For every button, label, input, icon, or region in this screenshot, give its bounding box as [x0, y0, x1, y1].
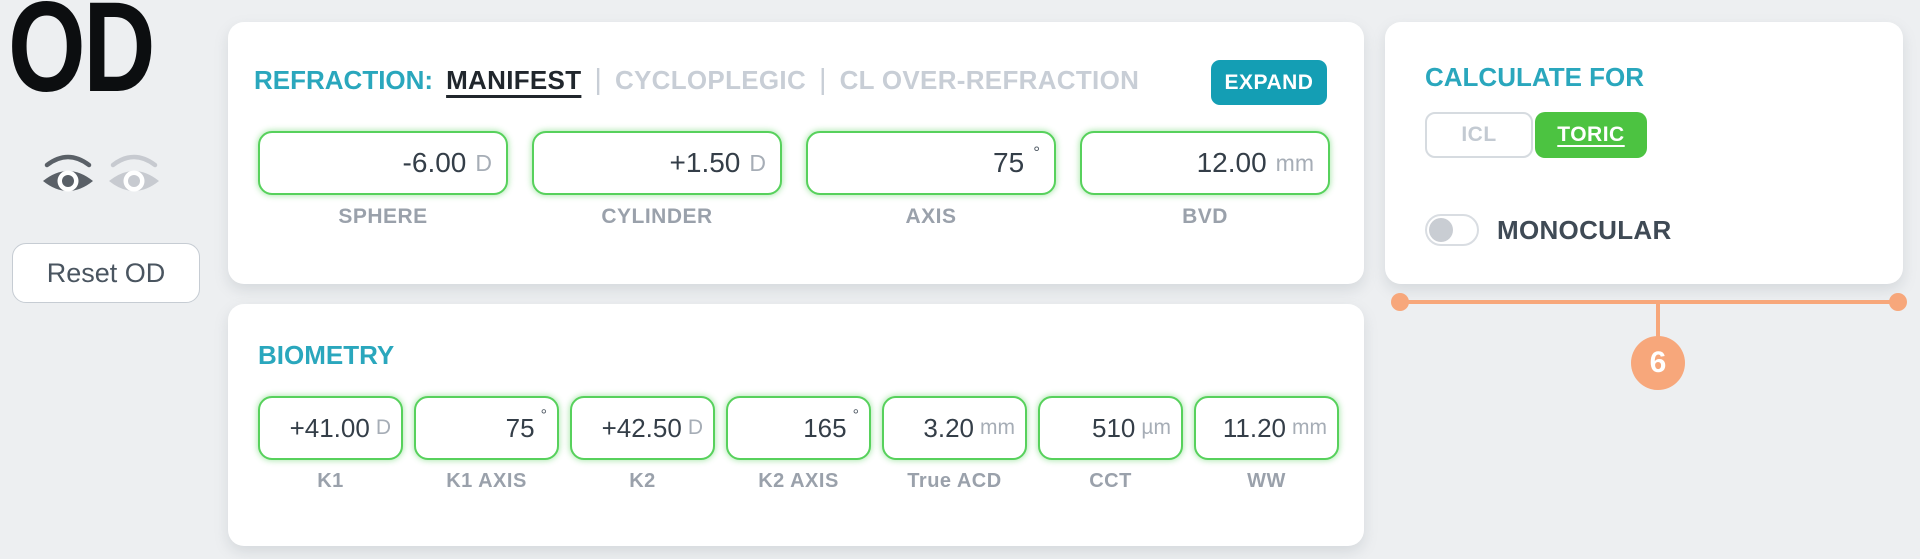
k1-input[interactable]: +41.00 D — [258, 396, 403, 460]
annotation-stem — [1656, 302, 1660, 338]
toric-option-button[interactable]: TORIC — [1535, 112, 1647, 158]
bvd-unit: mm — [1275, 149, 1314, 176]
k2-value: +42.50 — [601, 412, 682, 443]
eye-side-label: OD — [8, 0, 155, 119]
field-group-ww: 11.20 mm WW — [1194, 396, 1339, 493]
k2-label: K2 — [629, 470, 656, 492]
sphere-input[interactable]: -6.00 D — [258, 131, 508, 195]
k2-input[interactable]: +42.50 D — [570, 396, 715, 460]
biometry-title: BIOMETRY — [258, 340, 395, 370]
refraction-card: REFRACTION: MANIFEST | CYCLOPLEGIC | CL … — [228, 22, 1364, 284]
eye-open-icon[interactable] — [42, 152, 94, 198]
monocular-label: MONOCULAR — [1497, 214, 1672, 245]
field-group-cct: 510 µm CCT — [1038, 396, 1183, 493]
eye-closed-icon[interactable] — [108, 152, 160, 198]
calculate-for-card: CALCULATE FOR ICL TORIC MONOCULAR — [1385, 22, 1903, 284]
true-acd-value: 3.20 — [923, 412, 974, 443]
refraction-title: REFRACTION: — [254, 65, 434, 95]
expand-button[interactable]: EXPAND — [1211, 60, 1327, 105]
true-acd-unit: mm — [980, 416, 1015, 439]
axis-unit: ° — [1033, 143, 1040, 162]
bvd-input[interactable]: 12.00 mm — [1080, 131, 1330, 195]
ww-label: WW — [1247, 470, 1286, 492]
k2-axis-unit: ° — [852, 407, 859, 424]
bvd-value: 12.00 — [1196, 147, 1267, 178]
ww-unit: mm — [1292, 416, 1327, 439]
field-group-true-acd: 3.20 mm True ACD — [882, 396, 1027, 493]
bvd-label: BVD — [1182, 205, 1228, 228]
annotation-step-badge: 6 — [1631, 336, 1685, 390]
k2-axis-input[interactable]: 165 ° — [726, 396, 871, 460]
refraction-fields: -6.00 D SPHERE +1.50 D CYLINDER 75 ° AXI… — [258, 131, 1330, 229]
tab-separator: | — [594, 64, 602, 96]
k1-axis-value: 75 — [505, 412, 535, 443]
tab-separator: | — [819, 64, 827, 96]
k1-value: +41.00 — [289, 412, 370, 443]
tab-cycloplegic[interactable]: CYCLOPLEGIC — [614, 65, 807, 95]
cct-input[interactable]: 510 µm — [1038, 396, 1183, 460]
ww-input[interactable]: 11.20 mm — [1194, 396, 1339, 460]
cylinder-input[interactable]: +1.50 D — [532, 131, 782, 195]
tab-cl-over-refraction[interactable]: CL OVER-REFRACTION — [839, 65, 1140, 95]
field-group-sphere: -6.00 D SPHERE — [258, 131, 508, 229]
sphere-value: -6.00 — [402, 147, 467, 178]
monocular-row: MONOCULAR — [1425, 214, 1672, 246]
k1-axis-unit: ° — [540, 407, 547, 424]
cylinder-unit: D — [749, 149, 766, 176]
icl-option-button[interactable]: ICL — [1425, 112, 1533, 158]
toggle-knob — [1429, 218, 1453, 242]
ww-value: 11.20 — [1222, 412, 1286, 443]
refraction-header: REFRACTION: MANIFEST | CYCLOPLEGIC | CL … — [254, 64, 1139, 97]
field-group-k1-axis: 75 ° K1 AXIS — [414, 396, 559, 493]
annotation-bracket-line — [1400, 300, 1898, 304]
axis-input[interactable]: 75 ° — [806, 131, 1056, 195]
field-group-bvd: 12.00 mm BVD — [1080, 131, 1330, 229]
cct-value: 510 — [1092, 412, 1136, 443]
axis-label: AXIS — [905, 205, 957, 228]
cylinder-value: +1.50 — [669, 147, 741, 178]
biometry-fields: +41.00 D K1 75 ° K1 AXIS +42.50 D K2 165… — [258, 396, 1339, 493]
tab-manifest[interactable]: MANIFEST — [446, 65, 582, 95]
true-acd-input[interactable]: 3.20 mm — [882, 396, 1027, 460]
biometry-card: BIOMETRY +41.00 D K1 75 ° K1 AXIS +42.50… — [228, 304, 1364, 546]
field-group-axis: 75 ° AXIS — [806, 131, 1056, 229]
k2-axis-value: 165 — [803, 412, 847, 443]
k2-axis-label: K2 AXIS — [758, 470, 839, 492]
cct-unit: µm — [1141, 416, 1171, 439]
reset-od-button[interactable]: Reset OD — [12, 243, 200, 303]
field-group-k1: +41.00 D K1 — [258, 396, 403, 493]
field-group-k2: +42.50 D K2 — [570, 396, 715, 493]
axis-value: 75 — [993, 147, 1025, 178]
cct-label: CCT — [1089, 470, 1132, 492]
field-group-cylinder: +1.50 D CYLINDER — [532, 131, 782, 229]
true-acd-label: True ACD — [907, 470, 1002, 492]
k1-unit: D — [375, 416, 391, 439]
calculate-for-title: CALCULATE FOR — [1425, 62, 1645, 92]
k2-unit: D — [687, 416, 703, 439]
annotation-right-dot — [1889, 293, 1907, 311]
annotation-left-dot — [1391, 293, 1409, 311]
sphere-unit: D — [475, 149, 492, 176]
sphere-label: SPHERE — [338, 205, 428, 228]
eye-selector — [42, 152, 160, 198]
cylinder-label: CYLINDER — [601, 205, 713, 228]
monocular-toggle[interactable] — [1425, 214, 1479, 246]
k1-label: K1 — [317, 470, 344, 492]
k1-axis-input[interactable]: 75 ° — [414, 396, 559, 460]
field-group-k2-axis: 165 ° K2 AXIS — [726, 396, 871, 493]
k1-axis-label: K1 AXIS — [446, 470, 527, 492]
lens-type-selector: ICL TORIC — [1425, 112, 1647, 158]
